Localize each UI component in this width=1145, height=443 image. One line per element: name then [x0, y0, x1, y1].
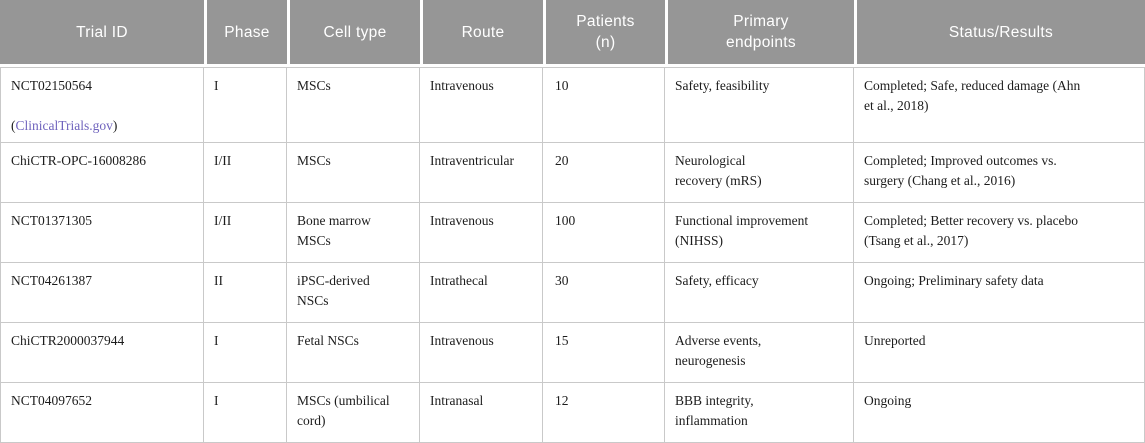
cell-status-results: Completed; Better recovery vs. placebo (… — [854, 203, 1145, 263]
table-row: NCT01371305 I/II Bone marrow MSCs Intrav… — [0, 203, 1145, 263]
cell-phase: I — [204, 323, 287, 383]
cell-cell-type: Fetal NSCs — [287, 323, 420, 383]
cell-primary-endpoints: BBB integrity, inflammation — [665, 383, 854, 443]
registry-paren-open: ( — [11, 118, 16, 133]
cell-patients: 100 — [543, 203, 665, 263]
trial-id-text: NCT02150564 — [11, 78, 92, 93]
header-row: Trial ID Phase Cell type Route Patients … — [0, 0, 1145, 67]
cell-patients: 15 — [543, 323, 665, 383]
clinicaltrials-gov-link[interactable]: ClinicalTrials.gov — [15, 118, 113, 133]
cell-trial-id: NCT01371305 — [0, 203, 204, 263]
table-row: NCT02150564 (ClinicalTrials.gov) I MSCs … — [0, 67, 1145, 143]
cell-patients: 20 — [543, 143, 665, 203]
cell-patients: 30 — [543, 263, 665, 323]
table-row: NCT04261387 II iPSC-derived NSCs Intrath… — [0, 263, 1145, 323]
cell-status-results: Ongoing; Preliminary safety data — [854, 263, 1145, 323]
registry-paren-close: ) — [112, 118, 118, 133]
cell-cell-type: Bone marrow MSCs — [287, 203, 420, 263]
cell-phase: I/II — [204, 143, 287, 203]
cell-trial-id: NCT02150564 (ClinicalTrials.gov) — [0, 67, 204, 143]
column-header-status-results: Status/Results — [854, 0, 1145, 67]
cell-phase: II — [204, 263, 287, 323]
cell-primary-endpoints: Neurological recovery (mRS) — [665, 143, 854, 203]
cell-phase: I/II — [204, 203, 287, 263]
cell-route: Intrathecal — [420, 263, 543, 323]
cell-route: Intravenous — [420, 67, 543, 143]
cell-phase: I — [204, 383, 287, 443]
table-row: ChiCTR-OPC-16008286 I/II MSCs Intraventr… — [0, 143, 1145, 203]
cell-trial-id: ChiCTR-OPC-16008286 — [0, 143, 204, 203]
column-header-phase: Phase — [204, 0, 287, 67]
cell-cell-type: MSCs — [287, 143, 420, 203]
cell-cell-type: MSCs — [287, 67, 420, 143]
table-row: ChiCTR2000037944 I Fetal NSCs Intravenou… — [0, 323, 1145, 383]
cell-route: Intraventricular — [420, 143, 543, 203]
column-header-patients: Patients (n) — [543, 0, 665, 67]
cell-status-results: Completed; Improved outcomes vs. surgery… — [854, 143, 1145, 203]
cell-trial-id: ChiCTR2000037944 — [0, 323, 204, 383]
cell-cell-type: iPSC-derived NSCs — [287, 263, 420, 323]
table-row: NCT04097652 I MSCs (umbilical cord) Intr… — [0, 383, 1145, 443]
cell-primary-endpoints: Adverse events, neurogenesis — [665, 323, 854, 383]
cell-trial-id: NCT04097652 — [0, 383, 204, 443]
cell-status-results: Ongoing — [854, 383, 1145, 443]
cell-primary-endpoints: Functional improvement (NIHSS) — [665, 203, 854, 263]
cell-route: Intranasal — [420, 383, 543, 443]
cell-route: Intravenous — [420, 323, 543, 383]
column-header-route: Route — [420, 0, 543, 67]
cell-cell-type: MSCs (umbilical cord) — [287, 383, 420, 443]
cell-status-results: Unreported — [854, 323, 1145, 383]
cell-patients: 10 — [543, 67, 665, 143]
column-header-cell-type: Cell type — [287, 0, 420, 67]
cell-status-results: Completed; Safe, reduced damage (Ahn et … — [854, 67, 1145, 143]
cell-primary-endpoints: Safety, efficacy — [665, 263, 854, 323]
cell-primary-endpoints: Safety, feasibility — [665, 67, 854, 143]
column-header-primary-endpoints: Primary endpoints — [665, 0, 854, 67]
cell-route: Intravenous — [420, 203, 543, 263]
cell-phase: I — [204, 67, 287, 143]
column-header-trial-id: Trial ID — [0, 0, 204, 67]
table-header: Trial ID Phase Cell type Route Patients … — [0, 0, 1145, 67]
cell-patients: 12 — [543, 383, 665, 443]
cell-trial-id: NCT04261387 — [0, 263, 204, 323]
table-body: NCT02150564 (ClinicalTrials.gov) I MSCs … — [0, 67, 1145, 443]
